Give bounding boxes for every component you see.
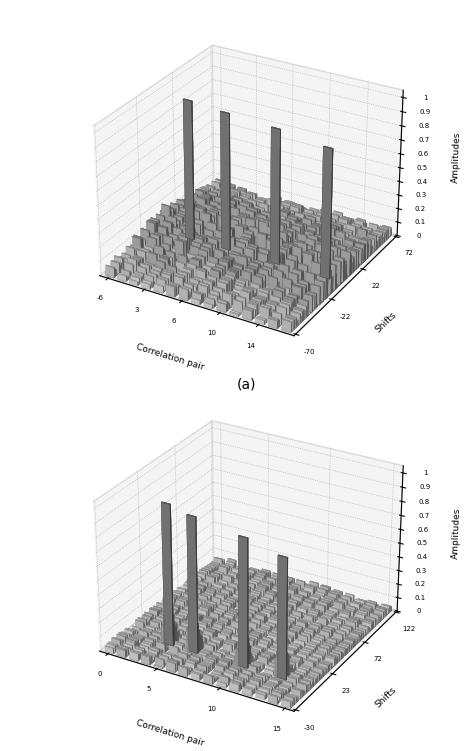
Text: (a): (a) (237, 378, 256, 392)
Y-axis label: Shifts: Shifts (373, 686, 398, 710)
X-axis label: Correlation pair: Correlation pair (135, 718, 205, 748)
Y-axis label: Shifts: Shifts (373, 310, 398, 334)
X-axis label: Correlation pair: Correlation pair (135, 342, 205, 372)
